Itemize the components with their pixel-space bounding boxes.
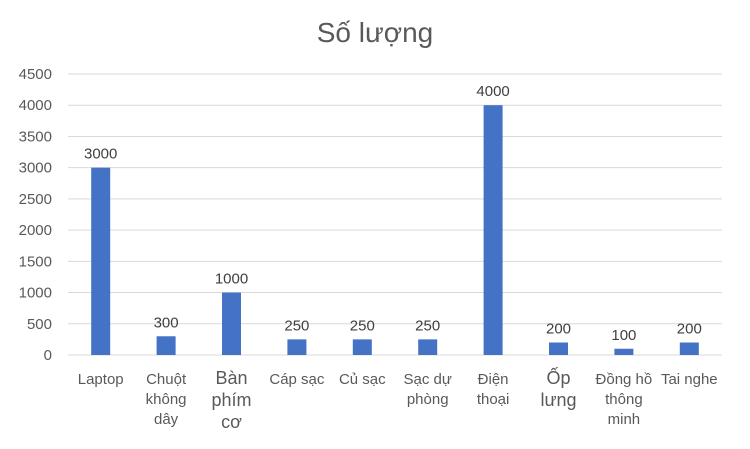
bar (549, 342, 568, 355)
x-tick-label: Ốp lưng (540, 367, 576, 410)
chart-title: Số lượng (317, 17, 434, 48)
y-tick-label: 500 (27, 316, 52, 333)
bar (91, 167, 111, 355)
data-label: 250 (284, 317, 309, 334)
data-labels: 3000 300 1000 250 250 250 4000 200 100 200 (84, 83, 702, 344)
bar (352, 339, 372, 355)
y-tick-label: 4500 (19, 66, 52, 83)
data-label: 300 (154, 314, 179, 331)
gridlines (68, 73, 722, 356)
x-tick-label: Bàn phím cơ (211, 368, 251, 432)
category-labels: Laptop Chuột không dây Bàn phím cơ Cáp sạc Củ sạ… (78, 367, 718, 432)
bar (156, 336, 176, 355)
x-tick-label: Cáp sạc (269, 371, 325, 388)
y-tick-label: 0 (44, 347, 52, 364)
bar (287, 339, 307, 355)
y-tick-label: 2500 (19, 191, 52, 208)
y-axis-ticks: 0 500 1000 1500 2000 2500 3000 3500 4000 4500 (19, 66, 52, 364)
bar (614, 348, 634, 355)
bar (483, 105, 503, 355)
x-tick-label: Sạc dự phòng (403, 371, 451, 408)
x-tick-label: Điện thoại (477, 371, 510, 408)
data-label: 3000 (84, 146, 117, 163)
x-tick-label: Củ sạc (339, 371, 386, 388)
data-label: 250 (350, 317, 375, 334)
y-tick-label: 2000 (19, 222, 52, 239)
y-tick-label: 3000 (19, 160, 52, 177)
x-tick-label: Laptop (78, 371, 124, 388)
y-tick-label: 1500 (19, 253, 52, 270)
bar (679, 342, 699, 355)
y-tick-label: 3500 (19, 128, 52, 145)
y-tick-label: 4000 (19, 97, 52, 114)
data-label: 100 (611, 327, 636, 344)
y-tick-label: 1000 (19, 285, 52, 302)
data-label: 200 (677, 321, 702, 338)
data-label: 200 (546, 321, 571, 338)
x-tick-label: Đồng hồ thông minh (596, 371, 653, 428)
bar (222, 292, 241, 355)
data-label: 250 (415, 317, 440, 334)
data-label: 4000 (476, 83, 509, 100)
bar (418, 339, 438, 355)
x-tick-label: Chuột không dây (146, 371, 187, 428)
bars (91, 105, 699, 355)
x-tick-label: Tai nghe (661, 371, 718, 388)
data-label: 1000 (215, 271, 248, 288)
